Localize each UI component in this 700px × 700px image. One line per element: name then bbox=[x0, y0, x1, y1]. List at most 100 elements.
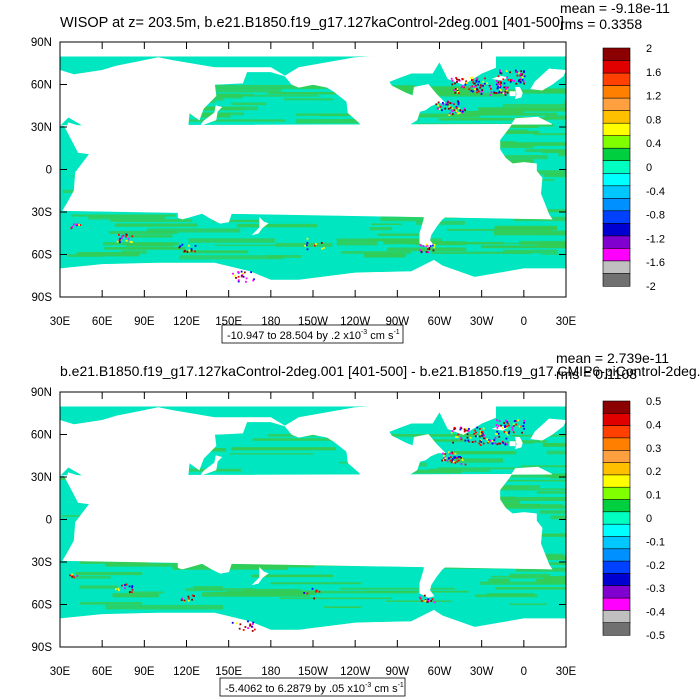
ocean-band bbox=[540, 253, 563, 255]
ocean-band bbox=[280, 597, 392, 600]
anomaly-cell bbox=[449, 452, 451, 455]
anomaly-cell bbox=[128, 585, 131, 588]
anomaly-cell bbox=[504, 442, 507, 445]
land-mass bbox=[151, 162, 166, 179]
anomaly-cell bbox=[437, 104, 439, 107]
ocean-band bbox=[415, 220, 465, 225]
anomaly-cell bbox=[438, 108, 441, 111]
anomaly-cell bbox=[445, 103, 448, 106]
anomaly-cell bbox=[234, 274, 236, 277]
land-mass bbox=[199, 105, 223, 127]
anomaly-cell bbox=[427, 600, 430, 602]
ocean-band bbox=[539, 510, 566, 514]
anomaly-cell bbox=[494, 442, 497, 445]
range-units-exp: -1 bbox=[398, 682, 404, 689]
anomaly-cell bbox=[433, 601, 436, 604]
anomaly-cell bbox=[479, 430, 482, 433]
colorbar-label: 0.4 bbox=[646, 419, 661, 431]
anomaly-cell bbox=[500, 85, 502, 87]
land-masses bbox=[60, 42, 566, 297]
anomaly-cell bbox=[130, 591, 133, 594]
anomaly-cell bbox=[469, 436, 472, 439]
ocean-band bbox=[480, 245, 566, 249]
anomaly-cell bbox=[470, 77, 472, 79]
anomaly-cell bbox=[190, 249, 193, 252]
anomaly-cell bbox=[522, 425, 525, 427]
anomaly-cell bbox=[508, 430, 511, 433]
colorbar-swatch bbox=[602, 122, 631, 137]
anomaly-cell bbox=[506, 443, 508, 446]
anomaly-cell bbox=[239, 623, 242, 626]
anomaly-cell bbox=[119, 241, 121, 244]
ocean-band bbox=[416, 123, 497, 125]
anomaly-cell bbox=[499, 80, 502, 83]
anomaly-cell bbox=[523, 75, 526, 78]
ocean-band bbox=[548, 474, 566, 477]
anomaly-cell bbox=[306, 242, 309, 244]
anomaly-cell bbox=[498, 420, 501, 422]
anomaly-cell bbox=[498, 435, 501, 438]
anomaly-cell bbox=[499, 72, 502, 74]
anomaly-cell bbox=[73, 576, 76, 579]
anomaly-cell bbox=[509, 80, 512, 83]
range-exp: -3 bbox=[361, 329, 367, 336]
anomaly-cell bbox=[499, 86, 502, 89]
anomaly-cell bbox=[457, 100, 459, 103]
anomaly-cell bbox=[461, 78, 464, 80]
ocean-band bbox=[503, 249, 558, 254]
anomaly-cell bbox=[511, 428, 514, 431]
anomaly-cell bbox=[501, 91, 503, 94]
anomaly-cell bbox=[461, 85, 464, 87]
land-mass bbox=[66, 472, 99, 503]
ocean-band bbox=[520, 241, 566, 245]
land-mass bbox=[186, 143, 196, 160]
anomaly-cell bbox=[427, 598, 430, 601]
anomaly-cell bbox=[235, 277, 237, 279]
anomaly-cell bbox=[444, 453, 447, 455]
ocean-band bbox=[502, 104, 566, 108]
ocean-band bbox=[201, 592, 310, 597]
land-mass bbox=[201, 171, 230, 185]
land-mass bbox=[170, 509, 186, 526]
anomaly-cell bbox=[487, 440, 490, 443]
anomaly-cell bbox=[448, 114, 451, 116]
anomaly-cell bbox=[503, 431, 506, 433]
ocean-band bbox=[231, 102, 267, 106]
svg-text:-5.4062 to 6.2879 by .05 x10-3: -5.4062 to 6.2879 by .05 x10-3 cm s-1 bbox=[225, 682, 404, 695]
anomaly-cell bbox=[460, 463, 463, 465]
land-mass bbox=[201, 521, 230, 535]
anomaly-cell bbox=[505, 419, 507, 422]
anomaly-cell bbox=[482, 84, 485, 87]
anomaly-cell bbox=[245, 277, 248, 280]
anomaly-cell bbox=[515, 71, 517, 74]
anomaly-cell bbox=[475, 79, 478, 82]
colorbar-swatch bbox=[602, 160, 631, 174]
anomaly-cell bbox=[494, 437, 497, 439]
anomaly-cell bbox=[506, 420, 508, 423]
anomaly-cell bbox=[187, 599, 190, 602]
panel-bottom: b.e21.B1850.f19_g17.127kaControl-2deg.00… bbox=[31, 350, 700, 697]
anomaly-cell bbox=[514, 69, 517, 72]
anomaly-cell bbox=[523, 419, 526, 422]
colorbar-swatch bbox=[602, 47, 631, 62]
anomaly-cell bbox=[321, 247, 323, 250]
anomaly-cell bbox=[498, 85, 501, 87]
anomaly-cell bbox=[521, 76, 524, 79]
ocean-band bbox=[231, 447, 336, 451]
colorbar-swatch bbox=[602, 173, 631, 187]
ocean-band bbox=[474, 145, 534, 149]
ocean-band bbox=[480, 581, 566, 585]
colorbar-swatch bbox=[602, 235, 631, 249]
anomaly-cell bbox=[451, 459, 453, 462]
anomaly-cell bbox=[496, 419, 498, 422]
anomaly-cell bbox=[499, 88, 502, 91]
ocean-band bbox=[537, 243, 566, 247]
anomaly-cell bbox=[475, 84, 477, 87]
anomaly-cell bbox=[456, 88, 459, 90]
anomaly-cell bbox=[471, 441, 474, 443]
anomaly-cell bbox=[482, 80, 485, 83]
ocean-band bbox=[495, 587, 566, 590]
ocean-band bbox=[458, 117, 511, 120]
anomaly-cell bbox=[427, 248, 429, 250]
colorbar-label: 0.4 bbox=[646, 138, 661, 150]
